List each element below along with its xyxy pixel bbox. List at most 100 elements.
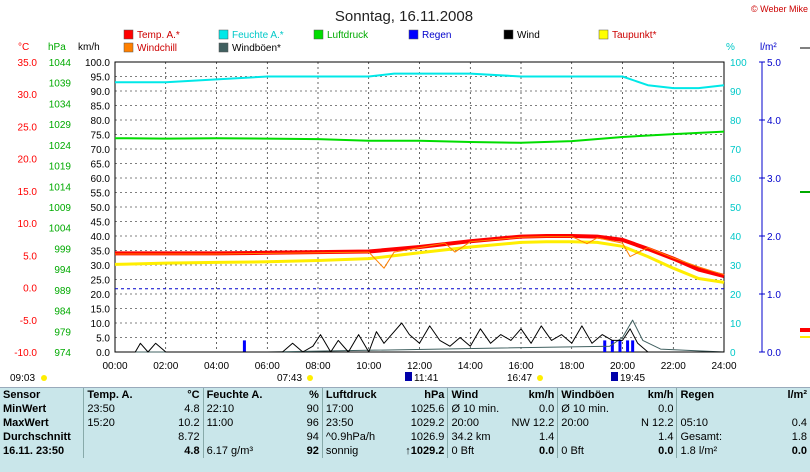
legend-swatch bbox=[218, 42, 229, 53]
feuchte-value: 96 bbox=[306, 417, 319, 429]
temp-tick-label: 5.0 bbox=[23, 251, 37, 262]
stats-row-min: MinWert 23:50 4.8 22:10 90 17:00 1025.6 … bbox=[0, 402, 810, 416]
wind-time: 0 Bft bbox=[447, 444, 504, 458]
druck-header: Luftdruck bbox=[321, 388, 385, 402]
legend-swatch bbox=[503, 29, 514, 40]
row-label: 16.11. 23:50 bbox=[3, 445, 65, 457]
row-label: MaxWert bbox=[3, 417, 49, 429]
pressure-tick-label: 999 bbox=[54, 244, 71, 255]
time-tick-label: 12:00 bbox=[407, 361, 432, 372]
pressure-tick-label: 1034 bbox=[49, 99, 72, 110]
temp-tick-label: -5.0 bbox=[20, 316, 38, 327]
pressure-tick-label: 994 bbox=[54, 265, 71, 276]
kmh-tick-label: 85.0 bbox=[91, 102, 111, 113]
wind-time: 34.2 km bbox=[447, 430, 504, 444]
regen-value: 0.4 bbox=[791, 417, 807, 429]
legend-label: Temp. A.* bbox=[137, 30, 180, 41]
series-line-windchill bbox=[115, 236, 725, 276]
wind-time: Ø 10 min. bbox=[447, 402, 504, 416]
druck-unit-header: hPa bbox=[424, 389, 445, 401]
boen-unit-header: km/h bbox=[647, 389, 674, 401]
stats-row-current: 16.11. 23:50 4.8 6.17 g/m³ 92 sonnig ↑10… bbox=[0, 444, 810, 458]
rain-tick-label: 2.0 bbox=[767, 232, 781, 243]
time-tick-label: 04:00 bbox=[204, 361, 229, 372]
kmh-tick-label: 60.0 bbox=[91, 174, 111, 185]
regen-time: Gesamt: bbox=[676, 430, 755, 444]
boen-time: 0 Bft bbox=[557, 444, 618, 458]
kmh-tick-label: 5.0 bbox=[96, 334, 110, 345]
kmh-tick-label: 35.0 bbox=[91, 247, 111, 258]
legend-label: Taupunkt* bbox=[612, 30, 657, 41]
regen-value: 1.8 bbox=[791, 431, 807, 443]
legend-swatch bbox=[408, 29, 419, 40]
copyright-label: © Weber Mike bbox=[751, 4, 808, 14]
rain-tick-label: 4.0 bbox=[767, 116, 781, 127]
sunrise-label: 07:43 bbox=[277, 373, 302, 384]
time-tick-label: 06:00 bbox=[255, 361, 280, 372]
kmh-tick-label: 15.0 bbox=[91, 305, 111, 316]
rain-bar bbox=[626, 340, 630, 352]
time-tick-label: 08:00 bbox=[305, 361, 330, 372]
moonset-icon bbox=[405, 372, 412, 381]
percent-tick-label: 0 bbox=[730, 348, 736, 359]
time-tick-label: 24:00 bbox=[711, 361, 736, 372]
boen-value: N 12.2 bbox=[641, 417, 674, 429]
feuchte-time: 22:10 bbox=[202, 402, 283, 416]
rain-tick-label: 1.0 bbox=[767, 290, 781, 301]
kmh-tick-label: 65.0 bbox=[91, 160, 111, 171]
kmh-tick-label: 25.0 bbox=[91, 276, 111, 287]
row-label: MinWert bbox=[3, 403, 47, 415]
legend-label: Feuchte A.* bbox=[232, 30, 284, 41]
rain-tick-label: 5.0 bbox=[767, 58, 781, 69]
stats-table: Sensor Temp. A. °C Feuchte A. % Luftdruc… bbox=[0, 388, 810, 458]
temp-tick-label: 30.0 bbox=[18, 90, 38, 101]
pressure-tick-label: 1014 bbox=[49, 182, 72, 193]
series-line-feuchtea bbox=[115, 72, 725, 90]
row-label: Durchschnitt bbox=[3, 431, 71, 443]
boen-value: 0.0 bbox=[658, 403, 674, 415]
time-tick-label: 18:00 bbox=[559, 361, 584, 372]
moonrise-icon bbox=[611, 372, 618, 381]
rain-unit-label: l/m² bbox=[760, 42, 777, 53]
time-tick-label: 22:00 bbox=[661, 361, 686, 372]
kmh-tick-label: 80.0 bbox=[91, 116, 111, 127]
kmh-tick-label: 70.0 bbox=[91, 145, 111, 156]
boen-value: 0.0 bbox=[658, 445, 674, 457]
time-tick-label: 02:00 bbox=[153, 361, 178, 372]
series-line-luftdruck bbox=[114, 130, 725, 144]
druck-value: 1026.9 bbox=[410, 431, 445, 443]
boen-time: 20:00 bbox=[557, 416, 618, 430]
pressure-tick-label: 984 bbox=[54, 307, 71, 318]
sensor-header: Sensor bbox=[3, 389, 41, 401]
kmh-tick-label: 95.0 bbox=[91, 73, 111, 84]
wind-value: NW 12.2 bbox=[511, 417, 555, 429]
stats-row-max: MaxWert 15:20 10.2 11:00 96 23:50 1029.2… bbox=[0, 416, 810, 430]
temp-time: 15:20 bbox=[83, 416, 142, 430]
regen-time bbox=[676, 402, 755, 416]
temp-tick-label: 15.0 bbox=[18, 187, 38, 198]
regen-time: 1.8 l/m² bbox=[676, 444, 755, 458]
temp-tick-label: 25.0 bbox=[18, 122, 38, 133]
sun-moon-row: 09:03 07:43 11:41 16:47 19:45 bbox=[10, 372, 645, 384]
feuchte-value: 92 bbox=[306, 445, 319, 457]
percent-tick-label: 100 bbox=[730, 58, 747, 69]
pressure-unit-label: hPa bbox=[48, 42, 66, 53]
kmh-tick-label: 55.0 bbox=[91, 189, 111, 200]
druck-value: 1025.6 bbox=[410, 403, 445, 415]
legend-swatch bbox=[313, 29, 324, 40]
weather-chart: Sonntag, 16.11.2008 © Weber Mike Temp. A… bbox=[10, 4, 810, 384]
temp-time: 23:50 bbox=[83, 402, 142, 416]
druck-time: sonnig bbox=[321, 444, 385, 458]
percent-tick-label: 30 bbox=[730, 261, 742, 272]
pressure-tick-label: 1019 bbox=[49, 162, 72, 173]
kmh-tick-label: 90.0 bbox=[91, 87, 111, 98]
temp-value: 8.72 bbox=[178, 431, 200, 443]
temp-header: Temp. A. bbox=[83, 388, 142, 402]
temp-value: 10.2 bbox=[178, 417, 200, 429]
feuchte-unit-header: % bbox=[309, 389, 319, 401]
stats-panel: Sensor Temp. A. °C Feuchte A. % Luftdruc… bbox=[0, 387, 810, 472]
sunset-label: 16:47 bbox=[507, 373, 532, 384]
wind-header: Wind bbox=[447, 388, 504, 402]
feuchte-time: 11:00 bbox=[202, 416, 283, 430]
regen-time: 05:10 bbox=[676, 416, 755, 430]
